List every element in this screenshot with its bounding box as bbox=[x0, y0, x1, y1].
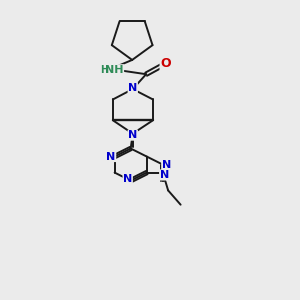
Text: N: N bbox=[123, 174, 132, 184]
Text: N: N bbox=[128, 130, 137, 140]
Text: N: N bbox=[160, 170, 169, 180]
Text: N: N bbox=[106, 152, 116, 161]
Text: H: H bbox=[100, 65, 108, 75]
Text: NH: NH bbox=[105, 65, 124, 75]
Text: N: N bbox=[162, 160, 171, 170]
Text: N: N bbox=[128, 82, 137, 93]
Text: O: O bbox=[160, 57, 171, 70]
